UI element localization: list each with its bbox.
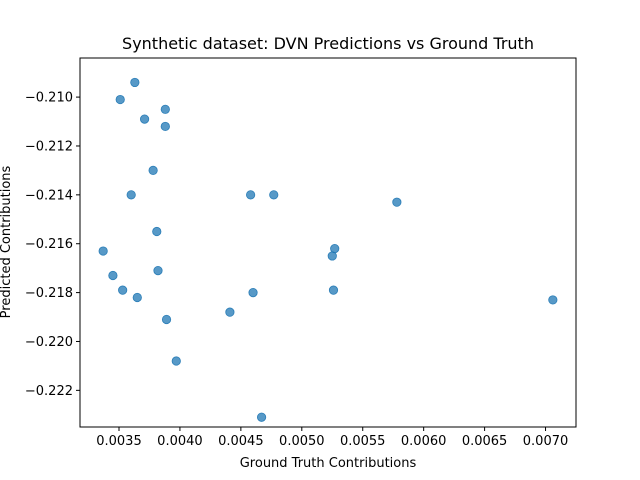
x-tick-label: 0.0055 <box>340 434 386 449</box>
data-point-17 <box>118 285 128 295</box>
data-point-15 <box>153 266 163 276</box>
y-tick-label: −0.220 <box>25 335 73 350</box>
y-tick-label: −0.212 <box>25 139 73 154</box>
data-point-16 <box>108 270 118 281</box>
x-tick-label: 0.0065 <box>462 434 508 449</box>
data-point-24 <box>171 356 181 366</box>
plot-frame <box>79 57 577 428</box>
x-tick-label: 0.0045 <box>218 434 264 449</box>
y-tick-label: −0.214 <box>25 188 73 203</box>
plot-area: 0.0035 0.0040 0.0045 0.0050 0.0055 0.0060 0.00… <box>25 57 577 449</box>
y-tick-label: −0.218 <box>25 286 73 301</box>
data-point-25 <box>256 412 267 422</box>
data-point-8 <box>246 190 256 200</box>
data-point-3 <box>160 104 170 114</box>
y-tick-label: −0.216 <box>25 237 73 252</box>
data-point-18 <box>248 287 258 298</box>
data-point-23 <box>161 314 172 325</box>
y-axis-label: Predicted Contributions <box>0 165 14 318</box>
data-point-19 <box>328 285 339 295</box>
x-axis-label: Ground Truth Contributions <box>240 456 417 471</box>
chart-title: Synthetic dataset: DVN Predictions vs Gr… <box>122 34 534 53</box>
data-point-9 <box>269 190 279 200</box>
x-tick-label: 0.0035 <box>96 434 142 449</box>
x-tick-label: 0.0050 <box>279 434 325 449</box>
data-point-20 <box>132 292 142 303</box>
data-point-21 <box>548 295 558 305</box>
x-tick-label: 0.0060 <box>401 434 447 449</box>
data-point-2 <box>115 94 125 105</box>
x-tick-label: 0.0040 <box>157 434 203 449</box>
data-point-5 <box>160 121 170 132</box>
x-tick-label: 0.0070 <box>523 434 569 449</box>
data-point-7 <box>126 190 136 200</box>
y-tick-label: −0.210 <box>25 91 73 106</box>
data-point-1 <box>130 77 140 88</box>
data-point-4 <box>139 114 150 124</box>
data-point-12 <box>98 246 108 256</box>
data-point-10 <box>392 197 402 207</box>
data-point-14 <box>327 251 337 261</box>
data-point-6 <box>148 165 158 176</box>
data-point-11 <box>152 226 162 237</box>
data-point-22 <box>225 307 235 317</box>
y-tick-label: −0.222 <box>25 384 73 399</box>
